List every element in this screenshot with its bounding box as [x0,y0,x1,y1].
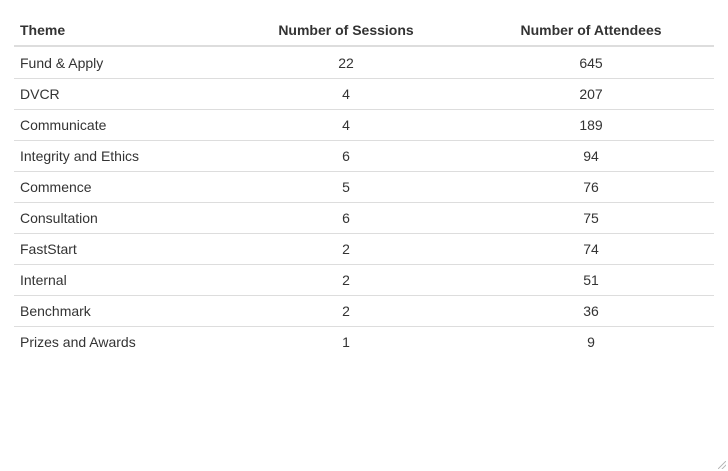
table-row: DVCR 4 207 [14,78,714,110]
table-row: Prizes and Awards 1 9 [14,326,714,357]
cell-attendees: 51 [468,264,714,296]
cell-theme: Benchmark [14,295,224,327]
table-row: FastStart 2 74 [14,233,714,265]
cell-theme: Integrity and Ethics [14,140,224,172]
cell-attendees: 74 [468,233,714,265]
cell-attendees: 189 [468,109,714,141]
cell-attendees: 36 [468,295,714,327]
table-row: Commence 5 76 [14,171,714,203]
cell-attendees: 75 [468,202,714,234]
resize-grip-icon[interactable] [718,461,726,469]
cell-attendees: 207 [468,78,714,110]
cell-theme: Consultation [14,202,224,234]
cell-theme: Internal [14,264,224,296]
cell-theme: FastStart [14,233,224,265]
cell-sessions: 2 [224,233,468,265]
table-row: Consultation 6 75 [14,202,714,234]
cell-theme: Communicate [14,109,224,141]
header-row: Theme Number of Sessions Number of Atten… [14,14,714,47]
cell-sessions: 4 [224,78,468,110]
cell-attendees: 94 [468,140,714,172]
cell-theme: Commence [14,171,224,203]
cell-theme: Fund & Apply [20,54,104,71]
sessions-table: Theme Number of Sessions Number of Atten… [14,14,714,357]
table-row: Communicate 4 189 [14,109,714,141]
table-row: Fund & Apply 22 645 [14,46,714,79]
column-header-sessions: Number of Sessions [224,14,468,47]
table-row: Benchmark 2 36 [14,295,714,327]
cell-sessions: 6 [224,140,468,172]
sessions-table-container: Theme Number of Sessions Number of Atten… [14,14,714,357]
cell-sessions: 5 [224,171,468,203]
cell-sessions: 2 [224,295,468,327]
table-row: Integrity and Ethics 6 94 [14,140,714,172]
table-header: Theme Number of Sessions Number of Atten… [14,14,714,47]
column-header-theme: Theme [14,14,224,47]
cell-sessions: 2 [224,264,468,296]
cell-attendees: 645 [579,54,603,71]
cell-attendees: 76 [468,171,714,203]
table-body: Fund & Apply 22 645 DVCR 4 207 Communica… [14,46,714,357]
cell-sessions: 1 [224,326,468,357]
table-row: Internal 2 51 [14,264,714,296]
cell-attendees: 9 [468,326,714,357]
cell-sessions: 22 [338,54,354,71]
column-header-attendees: Number of Attendees [468,14,714,47]
cell-theme: DVCR [14,78,224,110]
cell-sessions: 6 [224,202,468,234]
cell-theme: Prizes and Awards [14,326,224,357]
cell-sessions: 4 [224,109,468,141]
